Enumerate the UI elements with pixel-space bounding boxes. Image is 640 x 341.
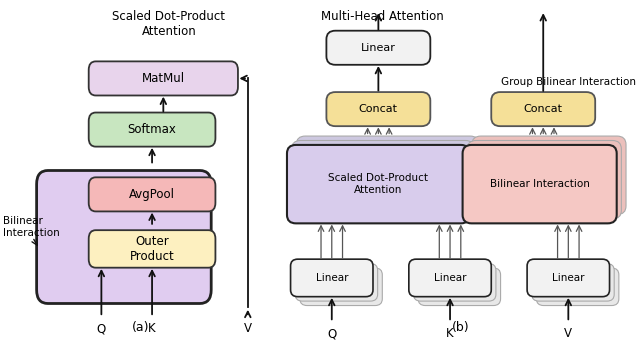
FancyBboxPatch shape — [89, 113, 216, 147]
Text: Q: Q — [327, 327, 337, 340]
FancyBboxPatch shape — [292, 140, 474, 219]
FancyBboxPatch shape — [296, 136, 479, 214]
Text: Q: Q — [97, 322, 106, 335]
FancyBboxPatch shape — [467, 140, 621, 219]
FancyBboxPatch shape — [326, 31, 430, 65]
Text: Outer
Product: Outer Product — [130, 235, 175, 263]
FancyBboxPatch shape — [409, 259, 492, 297]
FancyBboxPatch shape — [300, 268, 382, 306]
Text: Softmax: Softmax — [127, 123, 177, 136]
Text: Linear: Linear — [552, 273, 584, 283]
Text: Linear: Linear — [316, 273, 348, 283]
FancyBboxPatch shape — [295, 264, 378, 301]
FancyBboxPatch shape — [527, 259, 609, 297]
Text: Group Bilinear Interaction: Group Bilinear Interaction — [501, 77, 636, 87]
Text: (a): (a) — [132, 321, 150, 334]
Text: V: V — [244, 322, 252, 335]
Text: Bilinear
Interaction: Bilinear Interaction — [3, 216, 60, 238]
Text: V: V — [564, 327, 572, 340]
FancyBboxPatch shape — [492, 92, 595, 126]
Text: (b): (b) — [452, 321, 470, 334]
FancyBboxPatch shape — [89, 177, 216, 211]
Text: Concat: Concat — [359, 104, 398, 114]
Text: Concat: Concat — [524, 104, 563, 114]
Text: Multi-Head Attention: Multi-Head Attention — [321, 10, 444, 23]
Text: Scaled Dot-Product
Attention: Scaled Dot-Product Attention — [328, 173, 428, 195]
FancyBboxPatch shape — [463, 145, 617, 223]
Text: Linear: Linear — [361, 43, 396, 53]
Text: K: K — [148, 322, 156, 335]
Text: AvgPool: AvgPool — [129, 188, 175, 201]
FancyBboxPatch shape — [287, 145, 470, 223]
FancyBboxPatch shape — [326, 92, 430, 126]
Text: Bilinear Interaction: Bilinear Interaction — [490, 179, 589, 189]
FancyBboxPatch shape — [36, 170, 211, 303]
Text: K: K — [446, 327, 454, 340]
FancyBboxPatch shape — [472, 136, 626, 214]
Text: MatMul: MatMul — [142, 72, 185, 85]
Text: Linear: Linear — [434, 273, 467, 283]
FancyBboxPatch shape — [89, 61, 238, 95]
FancyBboxPatch shape — [532, 264, 614, 301]
FancyBboxPatch shape — [291, 259, 373, 297]
FancyBboxPatch shape — [413, 264, 496, 301]
FancyBboxPatch shape — [418, 268, 500, 306]
FancyBboxPatch shape — [536, 268, 619, 306]
Text: Scaled Dot-Product
Attention: Scaled Dot-Product Attention — [113, 10, 225, 38]
FancyBboxPatch shape — [89, 230, 216, 268]
